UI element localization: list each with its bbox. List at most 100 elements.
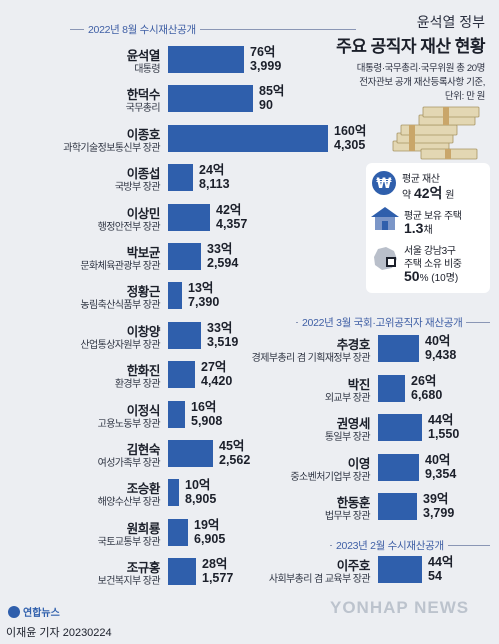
won-sign-icon: ₩	[370, 169, 398, 197]
bar-person-name: 한덕수	[126, 88, 161, 102]
avg-assets-label: 평균 재산	[402, 174, 440, 185]
bar	[168, 243, 201, 270]
bar-value-eok: 160억	[334, 124, 367, 138]
bar	[168, 519, 188, 546]
bar-person-post: 여성가족부 장관	[97, 458, 161, 469]
bar-person-name: 박진	[347, 378, 371, 392]
bar-person-name: 이종호	[126, 128, 161, 142]
bar	[168, 479, 179, 506]
bar-value-man: 5,908	[191, 414, 223, 428]
house-icon	[369, 205, 401, 231]
note-line-1: 대통령·국무총리·국무위원 총 20명	[356, 63, 486, 74]
bar-value-man: 3,999	[250, 59, 282, 73]
chart-title: 주요 공직자 재산 현황	[336, 37, 485, 56]
bar-value-eok: 40억	[425, 453, 451, 467]
bar-person-name: 한동훈	[336, 496, 371, 510]
bar-value-eok: 76억	[250, 45, 276, 59]
bar-value-eok: 28억	[202, 557, 228, 571]
bar-person-name: 이종섭	[126, 167, 161, 181]
bar-person-post: 대통령	[134, 64, 160, 75]
bar-value-eok: 10억	[185, 478, 211, 492]
bar	[168, 282, 182, 309]
bar	[168, 85, 253, 112]
bar-person-post: 보건복지부 장관	[97, 576, 161, 587]
bar-value-man: 7,390	[188, 295, 220, 309]
bar	[168, 558, 196, 585]
bar-value-eok: 16억	[191, 400, 217, 414]
bar-value-man: 6,680	[411, 388, 443, 402]
bar-person-post: 문화체육관광부 장관	[80, 261, 160, 272]
bar	[378, 493, 417, 520]
bar-value-eok: 26억	[411, 374, 437, 388]
bar-value-eok: 40억	[425, 334, 451, 348]
bar-person-post: 국방부 장관	[114, 182, 161, 193]
bar	[168, 322, 201, 349]
byline: 이재윤 기자 20230224	[6, 627, 112, 639]
seoul-map-icon	[370, 243, 400, 273]
bar-person-name: 김현숙	[126, 443, 161, 457]
bar-person-post: 행정안전부 장관	[97, 222, 161, 233]
bar-value-eok: 44억	[428, 555, 454, 569]
bar-value-man: 2,562	[219, 453, 251, 467]
section-header-mar-2022: 2022년 3월 국회·고위공직자 재산공개	[298, 315, 467, 330]
bar-person-post: 국토교통부 장관	[97, 537, 161, 548]
bar-value-eok: 27억	[201, 360, 227, 374]
bar	[168, 46, 244, 73]
bar	[168, 204, 210, 231]
bar	[378, 414, 422, 441]
money-stack-icon	[385, 105, 485, 165]
bar-person-name: 이창양	[126, 325, 161, 339]
bar-person-post: 과학기술정보통신부 장관	[63, 143, 160, 154]
bar-person-post: 중소벤처기업부 장관	[290, 472, 370, 483]
bar-person-post: 농림축산식품부 장관	[80, 300, 160, 311]
bar-value-eok: 33억	[207, 321, 233, 335]
avg-houses-label: 평균 보유 주택	[404, 211, 462, 222]
bar-person-post: 외교부 장관	[324, 393, 371, 404]
bar-value-man: 1,577	[202, 571, 234, 585]
bar-value-man: 2,594	[207, 256, 239, 270]
bar-person-post: 국무총리	[125, 103, 161, 114]
bar-value-eok: 39억	[423, 492, 449, 506]
bar-person-post: 환경부 장관	[114, 379, 161, 390]
avg-houses-value: 1.3채	[404, 220, 433, 236]
bar-person-post: 사회부총리 겸 교육부 장관	[268, 574, 371, 585]
bar-value-man: 8,113	[199, 177, 230, 191]
svg-text:₩: ₩	[376, 176, 392, 192]
bar-value-man: 3,519	[207, 335, 239, 349]
chart-subtitle: 윤석열 정부	[416, 14, 485, 30]
bar-person-name: 권영세	[336, 417, 371, 431]
bar-person-post: 고용노동부 장관	[97, 419, 161, 430]
avg-assets-value: 약 42억 원	[402, 185, 455, 201]
note-line-2: 전자관보 공개 재산등록사항 기준,	[359, 77, 485, 88]
bar-value-eok: 13억	[188, 281, 214, 295]
bar-value-eok: 44억	[428, 413, 454, 427]
bar-value-eok: 19억	[194, 518, 220, 532]
section-header-aug-2022: 2022년 8월 수시재산공개	[84, 22, 200, 37]
bar-person-post: 경제부총리 겸 기획재정부 장관	[251, 353, 371, 364]
bar-person-name: 윤석열	[126, 49, 161, 63]
bar-person-name: 박보균	[126, 246, 161, 260]
bar-value-man: 3,799	[423, 506, 455, 520]
bar-person-name: 이영	[347, 457, 371, 471]
gangnam-label-1: 서울 강남3구	[404, 246, 456, 257]
bar	[168, 125, 328, 152]
bar	[168, 401, 185, 428]
bar-person-name: 조규홍	[126, 561, 161, 575]
bar	[168, 440, 213, 467]
bar	[378, 556, 422, 583]
bar-value-man: 9,354	[425, 467, 457, 481]
bar-person-post: 통일부 장관	[324, 432, 371, 443]
bar	[378, 454, 419, 481]
bar	[378, 335, 419, 362]
watermark: YONHAP NEWS	[330, 598, 470, 617]
bar-person-post: 산업통상자원부 장관	[80, 340, 160, 351]
bar-value-man: 6,905	[194, 532, 226, 546]
note-line-3: 단위: 만 원	[444, 91, 485, 102]
bar-person-post: 법무부 장관	[324, 511, 371, 522]
bar-person-name: 이상민	[126, 207, 161, 221]
bar-person-post: 해양수산부 장관	[97, 497, 161, 508]
bar-person-name: 한화진	[126, 364, 161, 378]
bar-value-man: 1,550	[428, 427, 460, 441]
section-header-feb-2023: 2023년 2월 수시재산공개	[332, 538, 448, 553]
gangnam-label-2: 주택 소유 비중	[404, 259, 462, 270]
